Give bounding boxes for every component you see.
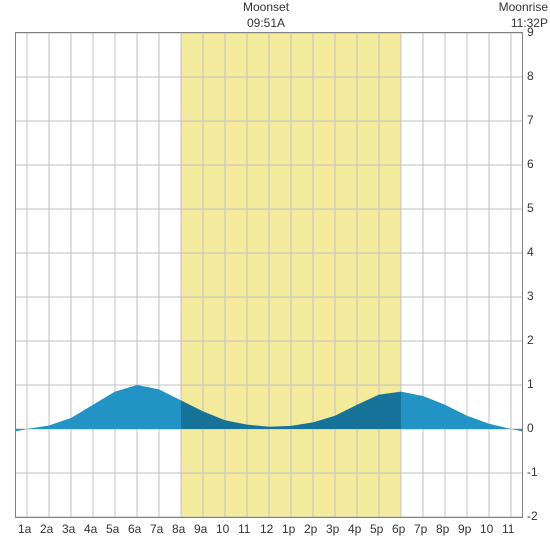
x-tick: 6a [128, 522, 141, 536]
x-tick: 10 [480, 522, 493, 536]
x-tick: 3p [326, 522, 339, 536]
y-tick: -1 [527, 465, 538, 479]
x-tick: 9a [194, 522, 207, 536]
y-tick: -2 [527, 509, 538, 523]
moonset-label: Moonset 09:51A [243, 0, 289, 31]
x-tick: 1p [282, 522, 295, 536]
x-tick: 7a [150, 522, 163, 536]
x-tick: 1a [18, 522, 31, 536]
x-tick: 9p [458, 522, 471, 536]
y-tick: 4 [527, 245, 534, 259]
x-tick: 6p [392, 522, 405, 536]
x-tick: 11 [502, 522, 514, 536]
y-tick: 3 [527, 289, 534, 303]
x-tick: 5a [106, 522, 119, 536]
y-tick: 2 [527, 333, 534, 347]
x-tick: 12 [260, 522, 273, 536]
y-tick: 0 [527, 421, 534, 435]
y-tick: 5 [527, 201, 534, 215]
moonset-time: 09:51A [247, 16, 285, 30]
moonrise-title: Moonrise [499, 0, 548, 14]
x-tick: 4a [84, 522, 97, 536]
x-tick: 3a [62, 522, 75, 536]
y-tick: 9 [527, 25, 534, 39]
y-tick: 7 [527, 113, 534, 127]
x-tick: 2a [40, 522, 53, 536]
x-tick: 2p [304, 522, 317, 536]
tide-chart: Moonset 09:51A Moonrise 11:32P -2-101234… [0, 0, 550, 550]
x-tick: 11 [238, 522, 250, 536]
x-tick: 8a [172, 522, 185, 536]
moonrise-label: Moonrise 11:32P [499, 0, 548, 31]
plot-area [15, 32, 523, 518]
x-tick: 7p [414, 522, 427, 536]
x-tick: 4p [348, 522, 361, 536]
y-tick: 1 [527, 377, 534, 391]
x-tick: 10 [216, 522, 229, 536]
y-tick: 6 [527, 157, 534, 171]
gridlines [16, 33, 522, 517]
y-tick: 8 [527, 69, 534, 83]
x-tick: 8p [436, 522, 449, 536]
moonset-title: Moonset [243, 0, 289, 14]
x-tick: 5p [370, 522, 383, 536]
